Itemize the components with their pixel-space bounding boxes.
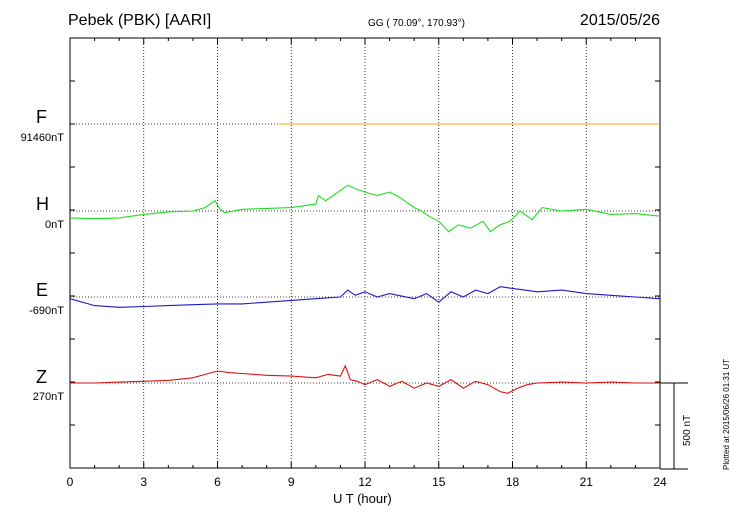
channel-baseline-f: 91460nT xyxy=(20,132,64,144)
x-tick-label: 3 xyxy=(140,475,147,489)
geo-coordinates: GG ( 70.09°, 170.93°) xyxy=(368,18,465,29)
x-tick-label: 6 xyxy=(214,475,221,489)
channel-baseline-e: -690nT xyxy=(29,305,64,317)
channel-baseline-h: 0nT xyxy=(45,219,64,231)
x-tick-label: 9 xyxy=(288,475,295,489)
plot-frame xyxy=(69,37,661,469)
channel-name-e: E xyxy=(36,280,49,300)
date-label: 2015/05/26 xyxy=(579,12,660,29)
plotted-timestamp: Plotted at 2015/06/26 01:31 UT xyxy=(722,358,730,470)
x-tick-label: 0 xyxy=(67,475,74,489)
channel-name-h: H xyxy=(36,194,49,214)
x-tick-label: 18 xyxy=(506,475,520,489)
channel-name-z: Z xyxy=(36,367,47,387)
x-tick-label: 15 xyxy=(432,475,446,489)
x-tick-label: 24 xyxy=(653,475,667,489)
series-line-e xyxy=(69,286,661,308)
channel-name-f: F xyxy=(36,107,47,127)
x-axis-label: U T (hour) xyxy=(333,491,392,506)
series-line-z xyxy=(70,364,660,394)
scale-bar-label: 500 nT xyxy=(682,414,693,446)
series-line-h xyxy=(69,184,661,233)
channel-baseline-z: 270nT xyxy=(32,391,64,403)
x-tick-label: 12 xyxy=(358,475,372,489)
station-title: Pebek (PBK) [AARI] xyxy=(68,12,212,29)
x-tick-label: 21 xyxy=(580,475,594,489)
